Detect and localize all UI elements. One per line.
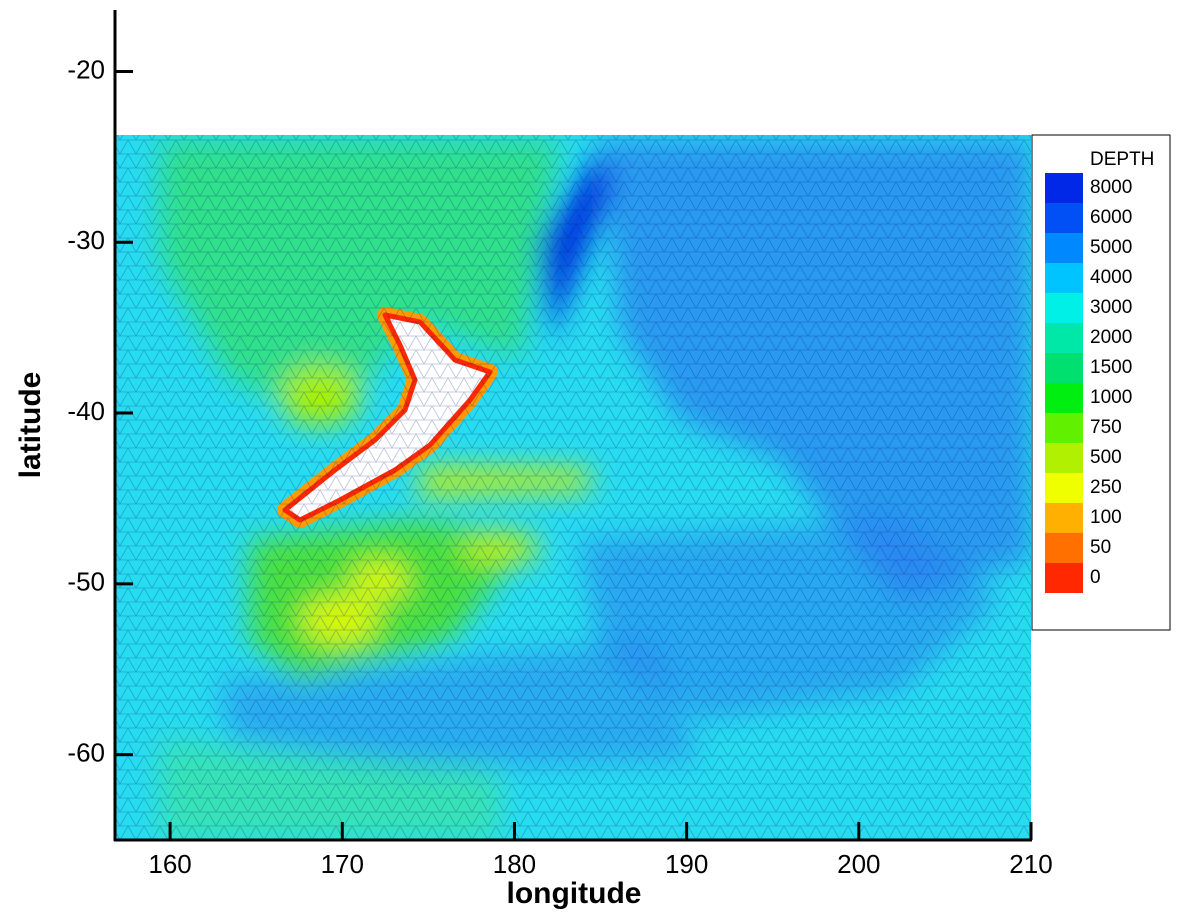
legend-label: 1500 bbox=[1090, 357, 1132, 378]
x-tick-label: 170 bbox=[321, 849, 364, 879]
legend-label: 0 bbox=[1090, 567, 1101, 588]
x-tick-label: 190 bbox=[665, 849, 708, 879]
legend-swatch bbox=[1045, 383, 1083, 413]
legend-swatch bbox=[1045, 263, 1083, 293]
legend-title: DEPTH bbox=[1090, 149, 1154, 170]
x-tick-label: 200 bbox=[837, 849, 880, 879]
legend-label: 100 bbox=[1090, 507, 1122, 528]
legend-label: 5000 bbox=[1090, 237, 1132, 258]
legend-swatch bbox=[1045, 323, 1083, 353]
legend-swatch bbox=[1045, 173, 1083, 203]
legend-swatch bbox=[1045, 443, 1083, 473]
y-tick-label: -30 bbox=[67, 225, 105, 255]
legend-swatch bbox=[1045, 533, 1083, 563]
legend-label: 3000 bbox=[1090, 297, 1132, 318]
y-axis-label: latitude bbox=[14, 372, 47, 479]
legend-label: 250 bbox=[1090, 477, 1122, 498]
legend-swatch bbox=[1045, 293, 1083, 323]
legend-swatch bbox=[1045, 413, 1083, 443]
legend-label: 500 bbox=[1090, 447, 1122, 468]
x-tick-label: 210 bbox=[1009, 849, 1052, 879]
legend-swatch bbox=[1045, 563, 1083, 593]
depth-field bbox=[115, 135, 1031, 840]
y-tick-label: -40 bbox=[67, 396, 105, 426]
x-axis-label: longitude bbox=[507, 877, 642, 910]
legend-label: 750 bbox=[1090, 417, 1122, 438]
legend-label: 50 bbox=[1090, 537, 1111, 558]
legend-swatch bbox=[1045, 503, 1083, 533]
x-tick-label: 160 bbox=[148, 849, 191, 879]
legend-label: 2000 bbox=[1090, 327, 1132, 348]
legend-label: 4000 bbox=[1090, 267, 1132, 288]
y-tick-label: -60 bbox=[67, 737, 105, 767]
legend-label: 8000 bbox=[1090, 177, 1132, 198]
x-tick-label: 180 bbox=[493, 849, 536, 879]
y-tick-label: -50 bbox=[67, 567, 105, 597]
y-tick-label: -20 bbox=[67, 54, 105, 84]
legend-swatch bbox=[1045, 473, 1083, 503]
legend-swatch bbox=[1045, 353, 1083, 383]
legend-swatch bbox=[1045, 203, 1083, 233]
legend-label: 1000 bbox=[1090, 387, 1132, 408]
legend-swatch bbox=[1045, 233, 1083, 263]
legend-label: 6000 bbox=[1090, 207, 1132, 228]
